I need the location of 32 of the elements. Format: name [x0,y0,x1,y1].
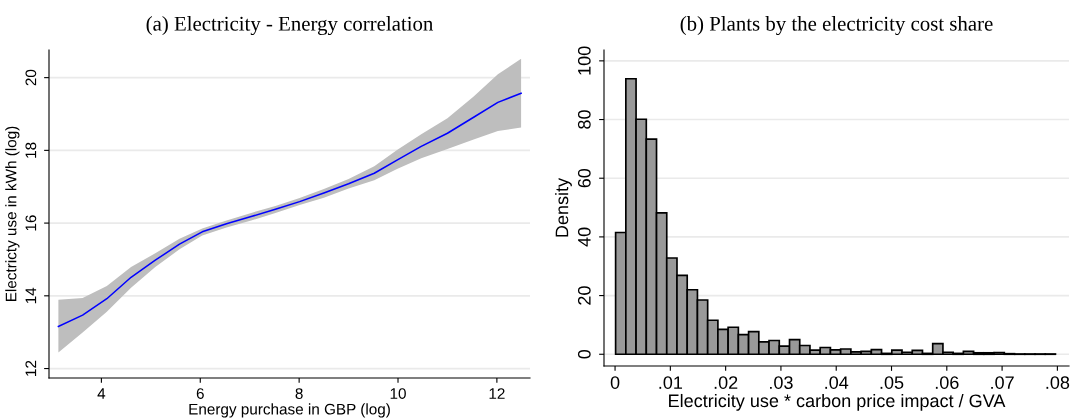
y-tick-label: 20 [577,286,591,305]
x-tick-label: .08 [1046,376,1070,389]
x-tick-label: .05 [880,376,904,389]
x-tick-label: .04 [825,376,849,389]
y-tick-label: 80 [577,110,591,129]
line-series [57,92,522,328]
y-tick-label: 20 [25,69,37,86]
y-tick-label: 60 [577,168,591,188]
y-tick-label: 18 [25,142,37,158]
y-tick-label: 16 [25,215,37,231]
x-tick-label: 12 [489,388,505,399]
y-tick-label: 40 [577,227,591,247]
chart-title: (b) Plants by the electricity cost share [680,16,993,36]
y-tick-label: 0 [577,349,591,359]
y-tick-label: 14 [25,287,37,304]
y-tick-label: 12 [25,360,37,376]
x-tick-label: 6 [196,388,204,399]
x-axis-title: Energy purchase in GBP (log) [189,403,390,418]
x-tick-label: 0 [610,376,620,389]
x-tick-label: .01 [659,376,683,389]
x-tick-label: .02 [714,376,738,389]
x-tick-label: 10 [390,388,406,399]
y-axis-title: Density [555,177,572,237]
chart-title: (a) Electricity - Energy correlation [146,16,434,36]
y-axis-title: Electricty use in kWh (log) [5,126,20,302]
x-axis-title: Electricity use * carbon price impact / GVA [669,393,1006,411]
x-tick-label: .03 [770,376,793,389]
x-tick-label: .07 [991,376,1014,389]
x-tick-label: .06 [935,376,959,389]
x-tick-label: 8 [295,388,303,399]
y-tick-label: 100 [577,46,591,75]
x-tick-label: 4 [97,388,106,399]
